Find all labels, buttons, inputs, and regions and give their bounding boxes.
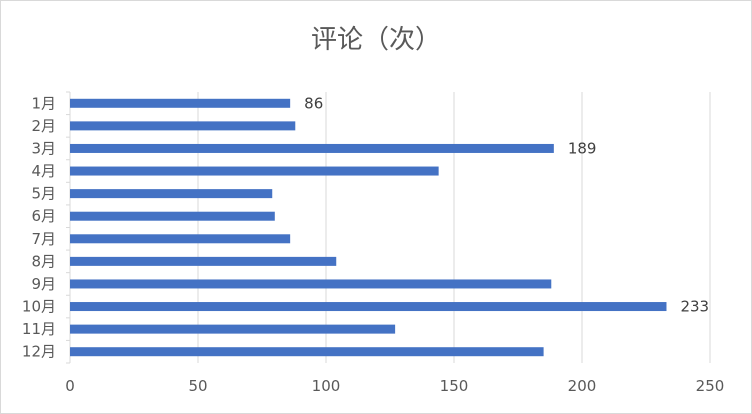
y-tick-label: 8月 [31, 252, 56, 270]
y-tick-label: 5月 [31, 185, 56, 203]
y-tick-label: 1月 [31, 94, 56, 112]
bar [70, 302, 667, 312]
bar [70, 279, 552, 289]
x-tick-label: 150 [440, 377, 469, 395]
y-tick-label: 12月 [22, 343, 56, 361]
y-tick-label: 4月 [31, 162, 56, 180]
x-tick-label: 200 [568, 377, 597, 395]
data-label: 233 [680, 298, 709, 316]
x-tick-label: 50 [188, 377, 207, 395]
chart-title: 评论（次） [310, 25, 441, 55]
x-tick-label: 0 [65, 377, 75, 395]
x-tick-label: 100 [312, 377, 341, 395]
bar [70, 256, 337, 266]
x-tick-label: 250 [696, 377, 725, 395]
y-tick-label: 10月 [22, 298, 56, 316]
bar [70, 211, 275, 221]
y-tick-label: 6月 [31, 207, 56, 225]
y-tick-label: 11月 [22, 320, 56, 338]
y-tick-label: 7月 [31, 230, 56, 248]
bar [70, 98, 291, 108]
bar [70, 166, 439, 176]
bar [70, 189, 273, 199]
bar [70, 324, 396, 334]
bar [70, 121, 296, 131]
y-tick-label: 3月 [31, 139, 56, 157]
y-tick-label: 2月 [31, 117, 56, 135]
data-label: 86 [304, 94, 323, 112]
data-label: 189 [568, 139, 597, 157]
bar [70, 143, 554, 153]
bar [70, 234, 291, 244]
y-tick-label: 9月 [31, 275, 56, 293]
bar [70, 347, 544, 357]
